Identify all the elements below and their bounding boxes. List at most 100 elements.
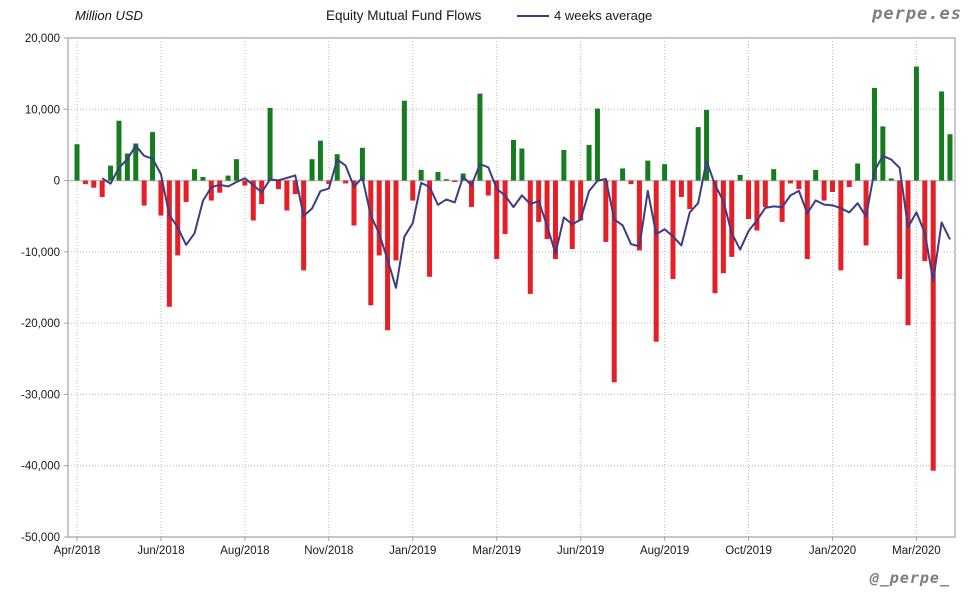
flow-bar-week-60	[569, 180, 575, 250]
flow-bar-week-43	[427, 180, 433, 277]
flow-bar-week-30	[317, 140, 323, 181]
flow-bar-week-58	[552, 180, 558, 259]
x-tick-label: Jan/2019	[389, 545, 436, 557]
flow-bar-week-18	[217, 180, 223, 193]
flow-bar-week-17	[208, 180, 214, 201]
legend-label: 4 weeks average	[554, 8, 653, 23]
flow-bar-week-4	[99, 180, 105, 197]
y-tick-label: -50,000	[21, 532, 60, 544]
flow-bar-week-103	[930, 180, 936, 471]
flow-bar-week-22	[250, 180, 256, 221]
flow-bar-week-55	[527, 180, 533, 294]
flow-bar-week-67	[628, 180, 634, 185]
flow-bar-week-3	[91, 180, 97, 188]
flow-bar-week-97	[880, 126, 886, 181]
y-tick-label: 0	[54, 176, 60, 188]
flow-bar-week-87	[796, 180, 802, 190]
flow-bar-week-2	[82, 180, 88, 185]
flow-bar-week-50	[485, 180, 491, 196]
flow-bar-week-104	[939, 91, 945, 181]
chart-title: Equity Mutual Fund Flows	[326, 8, 482, 23]
flow-bar-week-40	[401, 100, 407, 181]
flow-bar-week-34	[351, 180, 357, 226]
flow-bar-week-16	[200, 177, 206, 181]
flow-bar-week-83	[762, 180, 768, 207]
flow-bar-week-98	[888, 178, 894, 181]
flow-bar-week-13	[175, 180, 181, 256]
flow-bar-week-31	[326, 180, 332, 185]
flow-bar-week-90	[821, 180, 827, 201]
flow-bar-week-88	[804, 180, 810, 259]
flow-bar-week-7	[124, 153, 130, 181]
flow-bar-week-68	[636, 180, 642, 251]
flow-bar-week-72	[670, 180, 676, 279]
flow-bar-week-64	[603, 180, 609, 242]
flow-bar-week-27	[292, 180, 298, 195]
flow-bar-week-59	[561, 149, 567, 181]
flow-bar-week-52	[502, 180, 508, 235]
flow-bar-week-71	[662, 164, 668, 181]
flow-bar-week-78	[720, 180, 726, 274]
y-tick-label: 20,000	[25, 33, 60, 45]
flow-bar-week-25	[275, 180, 281, 190]
flow-bar-week-76	[704, 109, 710, 181]
flow-bar-week-89	[813, 169, 819, 181]
flow-bar-week-69	[645, 160, 651, 181]
x-tick-label: Aug/2019	[640, 545, 689, 557]
flow-bar-week-74	[687, 180, 693, 210]
flow-bar-week-26	[284, 180, 290, 211]
flow-bar-week-100	[905, 180, 911, 326]
flow-bar-week-11	[158, 180, 164, 216]
x-tick-label: Jun/2019	[557, 545, 604, 557]
flow-bar-week-54	[519, 148, 525, 181]
plot-border	[67, 37, 956, 538]
flow-bar-week-62	[586, 144, 592, 181]
flow-bar-week-84	[771, 169, 777, 181]
legend: 4 weeks average	[517, 8, 652, 23]
flow-bar-week-102	[922, 180, 928, 262]
flow-bar-week-91	[829, 180, 835, 192]
flow-bar-week-41	[410, 180, 416, 201]
flow-bar-week-70	[653, 180, 659, 342]
flow-bar-week-36	[368, 180, 374, 306]
x-tick-label: Nov/2018	[304, 545, 353, 557]
flow-bar-week-6	[116, 120, 122, 181]
flow-bar-week-73	[678, 180, 684, 197]
flow-bar-week-10	[150, 132, 156, 181]
flow-bar-week-45	[443, 179, 449, 181]
flow-bar-week-82	[754, 180, 760, 231]
flow-bar-week-93	[846, 180, 852, 187]
flow-bar-week-49	[477, 93, 483, 181]
flow-bar-week-42	[418, 169, 424, 181]
flow-bar-week-80	[737, 174, 743, 181]
flow-bar-week-20	[233, 159, 239, 181]
average-line-swatch	[517, 14, 549, 17]
watermark-site: perpe.es	[872, 4, 962, 24]
flow-bar-week-94	[855, 163, 861, 181]
flow-bar-week-1	[74, 144, 80, 181]
x-tick-label: Mar/2019	[472, 545, 521, 557]
x-tick-label: Oct/2019	[725, 545, 772, 557]
flow-bar-week-51	[494, 180, 500, 259]
flow-bar-week-57	[544, 180, 550, 240]
x-tick-label: Jun/2018	[137, 545, 184, 557]
flow-bar-week-38	[385, 180, 391, 331]
flow-bar-week-92	[838, 180, 844, 271]
y-axis-title: Million USD	[75, 8, 143, 23]
flow-bar-week-33	[343, 180, 349, 184]
watermark-handle: @_perpe_	[869, 569, 950, 587]
four-week-average-line	[101, 144, 951, 289]
flow-bar-week-99	[897, 180, 903, 279]
flow-bar-week-77	[712, 180, 718, 294]
flow-bar-week-35	[359, 147, 365, 181]
y-tick-label: -40,000	[21, 461, 60, 473]
x-tick-label: Jan/2020	[809, 545, 856, 557]
flow-bar-week-75	[695, 127, 701, 181]
flow-bar-week-37	[376, 180, 382, 256]
flow-bar-week-101	[913, 66, 919, 181]
x-tick-label: Aug/2018	[220, 545, 269, 557]
flow-bar-week-63	[594, 108, 600, 181]
y-tick-label: -10,000	[21, 247, 60, 259]
flow-bar-week-61	[578, 180, 584, 221]
